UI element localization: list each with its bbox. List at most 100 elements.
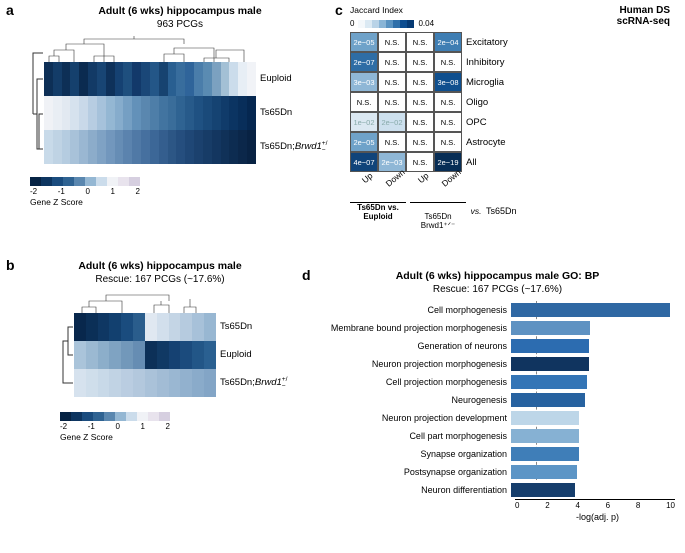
heatmap-row-label: Euploid [256,62,330,96]
jaccard-cell: N.S. [434,112,462,132]
go-bar [511,393,585,407]
jaccard-cell: N.S. [378,32,406,52]
celltype-label: Astrocyte [462,132,508,152]
heatmap-row-label: Ts65Dn [256,96,330,130]
heatmap-row-label: Euploid [216,341,290,369]
go-bar [511,339,589,353]
panel-label-a: a [6,2,14,18]
dendrogram-cols-b [74,291,290,313]
celltype-label: Oligo [462,92,508,112]
panel-b: Adult (6 wks) hippocampus male Rescue: 1… [30,260,290,442]
jaccard-cell: N.S. [434,52,462,72]
celltype-label: Inhibitory [462,52,508,72]
heatmap-row-label: Ts65Dn;Brwd1+/− [256,130,330,164]
z-legend-b: -2-1012 Gene Z Score [60,412,290,442]
jaccard-legend: Jaccard Index [350,5,434,15]
jaccard-cell: 2e−05 [350,132,378,152]
go-term-label: Postsynapse organization [315,467,511,477]
jaccard-cell: N.S. [406,132,434,152]
go-bar-row: Postsynapse organization [315,463,680,480]
heatmap-row: Ts65Dn;Brwd1+/− [44,130,330,164]
z-legend-b-label: Gene Z Score [60,432,290,442]
panel-a: Adult (6 wks) hippocampus male 963 PCGs … [30,5,330,207]
go-bar [511,465,577,479]
jaccard-cell: N.S. [434,132,462,152]
jaccard-cell: N.S. [378,72,406,92]
go-term-label: Neuron projection morphogenesis [315,359,511,369]
group-right: Ts65Dn Brwd1⁺ᐟ⁻ [410,202,466,230]
heatmap-row: Euploid [44,62,330,96]
panel-b-subtitle: Rescue: 167 PCGs (~17.6%) [30,274,290,285]
jaccard-cell: N.S. [350,92,378,112]
go-bar-row: Synapse organization [315,445,680,462]
go-term-label: Cell morphogenesis [315,305,511,315]
dendrogram-rows-b [60,291,74,404]
heatmap-row: Ts65Dn [44,96,330,130]
go-bar-row: Neurogenesis [315,391,680,408]
heatmap-row-label: Ts65Dn;Brwd1+/− [216,369,290,397]
panel-d-subtitle: Rescue: 167 PCGs (~17.6%) [315,284,680,295]
jaccard-cell: 2e−07 [350,52,378,72]
go-term-label: Neuron projection development [315,413,511,423]
go-term-label: Cell part morphogenesis [315,431,511,441]
panel-a-title: Adult (6 wks) hippocampus male [98,5,261,17]
celltype-label: OPC [462,112,508,132]
vs-label: vs. [466,202,486,230]
go-bar-row: Membrane bound projection morphogenesis [315,319,680,336]
jaccard-cell: 2e−05 [350,32,378,52]
jaccard-cell: N.S. [406,52,434,72]
jaccard-legend-label: Jaccard Index [350,5,403,15]
jaccard-cell: N.S. [434,92,462,112]
jaccard-cell: N.S. [406,32,434,52]
jaccard-cell: N.S. [378,52,406,72]
jaccard-cell: 2e−04 [434,32,462,52]
go-bar-row: Cell part morphogenesis [315,427,680,444]
group-right2: Ts65Dn [486,202,517,230]
jaccard-cell: 2e−02 [378,112,406,132]
go-bar-row: Generation of neurons [315,337,680,354]
jaccard-cell: N.S. [406,72,434,92]
jaccard-cell: N.S. [406,112,434,132]
jaccard-cell: N.S. [378,92,406,112]
go-bar-row: Neuron projection morphogenesis [315,355,680,372]
group-right-a: Ts65Dn Brwd1⁺ᐟ⁻ [421,212,456,230]
group-left: Ts65Dn vs. Euploid [350,202,406,230]
panel-d: Adult (6 wks) hippocampus male GO: BP Re… [315,270,680,522]
jaccard-cell: 3e−08 [434,72,462,92]
heatmap-row: Euploid [74,341,290,369]
panel-label-c: c [335,2,343,18]
jaccard-tick-0: 0 [350,19,354,28]
panel-label-d: d [302,267,311,283]
dendrogram-rows-a [30,36,44,169]
jaccard-cell: N.S. [378,132,406,152]
go-bar-row: Neuron projection development [315,409,680,426]
panel-a-subtitle: 963 PCGs [30,19,330,30]
jaccard-cell: N.S. [406,92,434,112]
panel-label-b: b [6,257,15,273]
go-bar [511,429,579,443]
heatmap-row: Ts65Dn [74,313,290,341]
panel-c-right-title: Human DS scRNA-seq [617,5,670,27]
go-bar-row: Neuron differentiation [315,481,680,498]
go-term-label: Generation of neurons [315,341,511,351]
jaccard-cell: 3e−03 [350,72,378,92]
heatmap-row: Ts65Dn;Brwd1+/− [74,369,290,397]
x-axis-label: -log(adj. p) [515,512,680,522]
celltype-label: Excitatory [462,32,508,52]
jaccard-tick-1: 0.04 [418,19,434,28]
jaccard-cell: 1e−02 [350,112,378,132]
heatmap-row-label: Ts65Dn [216,313,290,341]
go-bar [511,321,590,335]
panel-c: Jaccard Index 0 0.04 Human DS scRNA-seq … [350,5,670,230]
go-bar-row: Cell projection morphogenesis [315,373,680,390]
go-bar [511,303,670,317]
z-legend-a-label: Gene Z Score [30,197,330,207]
go-bar [511,483,575,497]
go-bar [511,411,579,425]
go-term-label: Synapse organization [315,449,511,459]
dendrogram-cols-a [44,36,330,62]
go-bar [511,447,579,461]
go-bar [511,375,587,389]
go-term-label: Neurogenesis [315,395,511,405]
panel-b-title: Adult (6 wks) hippocampus male [78,260,241,272]
